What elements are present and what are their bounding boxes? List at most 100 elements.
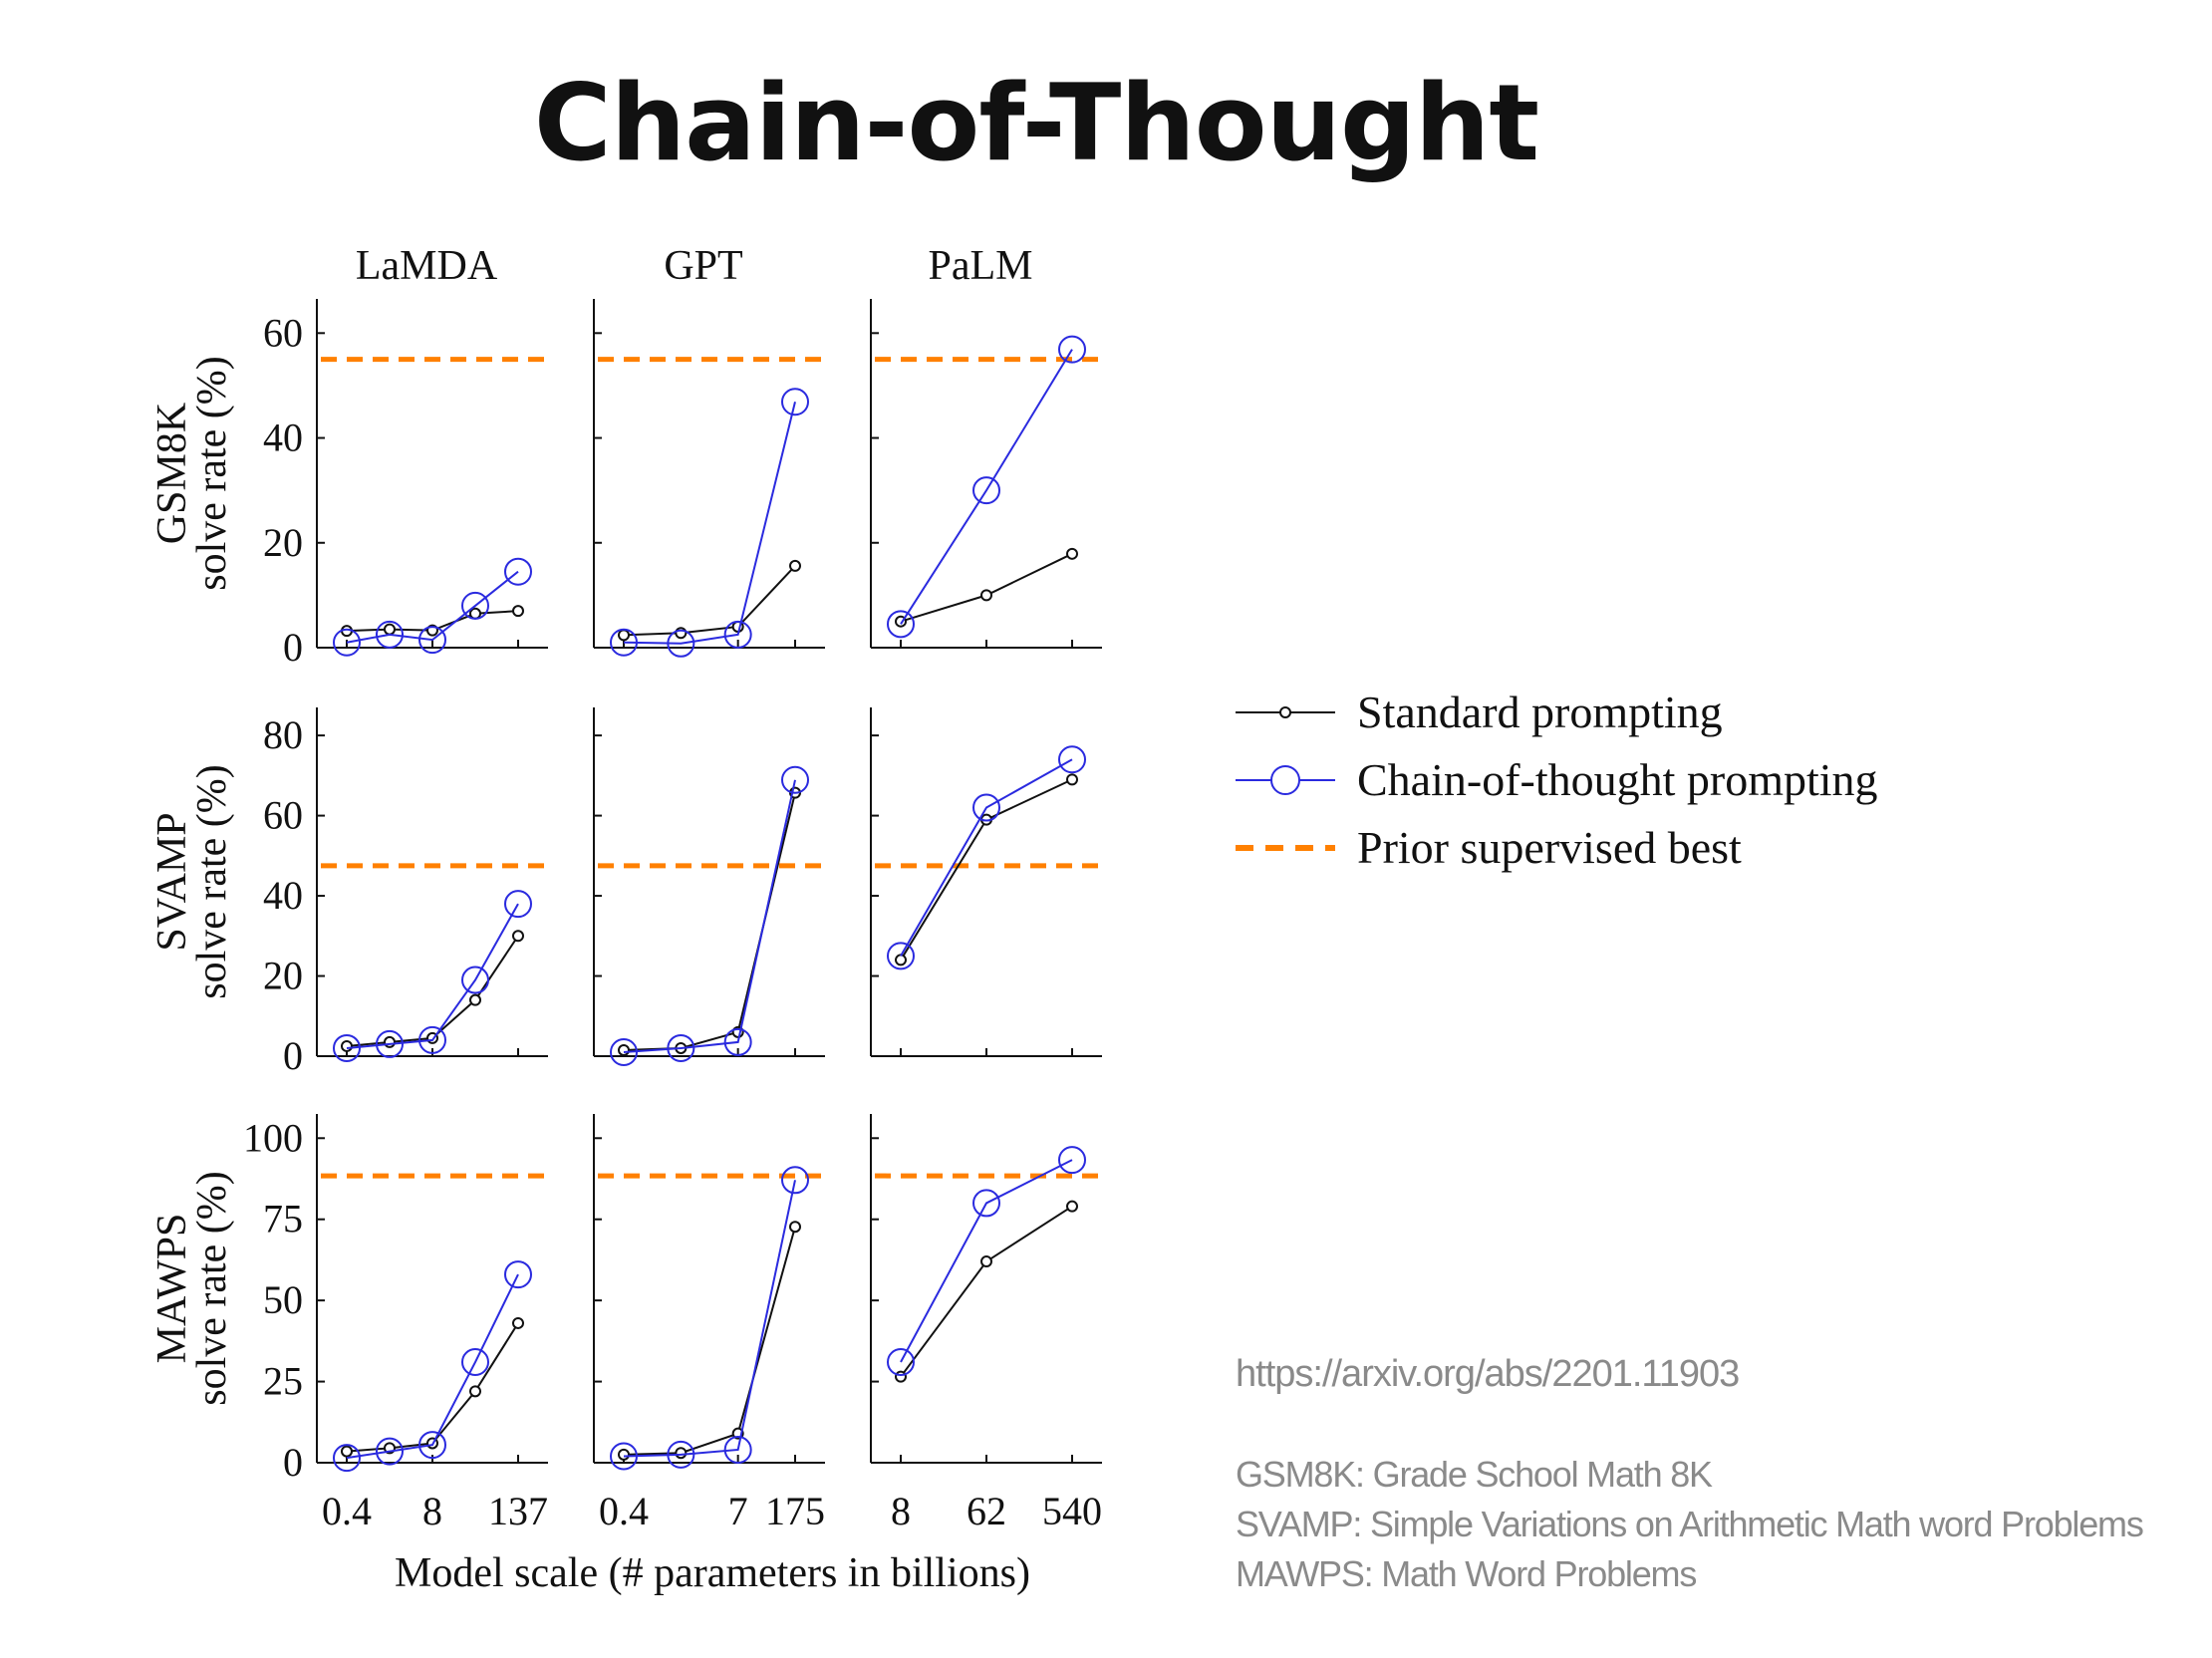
standard-point-mawps-lamda-3 [469,1385,481,1398]
xtick-label-gpt-175: 175 [765,1489,825,1533]
standard-point-mawps-lamda-0 [341,1445,353,1458]
ytick-label-mawps-0: 0 [283,1440,303,1485]
xtick-label-palm-62: 62 [967,1489,1006,1533]
ytick-label-mawps-25: 25 [263,1359,303,1404]
cot-point-svamp-lamda-2 [418,1025,446,1054]
standard-point-gsm8k-palm-1 [980,589,992,602]
standard-point-gsm8k-palm-2 [1066,547,1078,560]
standard-line-svamp-gpt [623,792,796,1051]
standard-point-gsm8k-lamda-4 [512,605,524,618]
standard-point-mawps-lamda-4 [512,1316,524,1329]
standard-point-mawps-palm-0 [895,1370,907,1383]
x-axis-label: Model scale (# parameters in billions) [395,1550,1030,1596]
standard-point-svamp-palm-2 [1066,773,1078,786]
standard-point-svamp-gpt-0 [618,1043,630,1056]
cot-line-mawps-gpt [623,1180,796,1458]
legend-cot-marker [1270,765,1300,795]
standard-point-svamp-lamda-4 [512,930,524,943]
xtick-label-lamda-0.4: 0.4 [322,1489,372,1533]
legend-standard-marker [1279,706,1291,718]
xtick-label-palm-540: 540 [1042,1489,1102,1533]
cot-point-svamp-palm-0 [887,942,915,970]
cot-line-svamp-gpt [623,779,796,1053]
cot-point-mawps-lamda-4 [504,1260,532,1289]
ytick-label-gsm8k-0: 0 [283,625,303,670]
cot-point-mawps-gpt-2 [723,1435,752,1464]
ytick-label-svamp-80: 80 [263,712,303,757]
standard-point-gsm8k-gpt-0 [618,629,630,642]
standard-point-mawps-gpt-0 [618,1448,630,1461]
standard-point-gsm8k-gpt-3 [789,559,801,572]
cot-line-gsm8k-gpt [623,401,796,645]
standard-line-gsm8k-palm [900,552,1073,623]
column-header-palm: PaLM [929,243,1033,289]
cot-point-mawps-lamda-1 [376,1437,404,1466]
standard-point-svamp-lamda-3 [469,993,481,1006]
cot-point-gsm8k-gpt-2 [723,620,752,649]
cot-point-gsm8k-lamda-1 [376,620,404,649]
ylabel-mawps: solve rate (%) [189,1171,235,1406]
standard-point-mawps-palm-1 [980,1255,992,1268]
ytick-label-svamp-60: 60 [263,793,303,838]
standard-point-gsm8k-lamda-1 [384,623,396,636]
cot-point-mawps-lamda-3 [461,1348,489,1377]
cot-line-gsm8k-lamda [346,570,519,644]
column-header-lamda: LaMDA [356,243,498,289]
note-svamp: SVAMP: Simple Variations on Arithmetic M… [1236,1504,2144,1544]
slide-title: Chain-of-Thought [533,62,1539,184]
ytick-label-gsm8k-60: 60 [263,310,303,355]
cot-point-svamp-lamda-1 [376,1029,404,1058]
cot-point-gsm8k-lamda-0 [333,628,361,657]
cot-point-svamp-gpt-0 [610,1037,638,1066]
xtick-label-lamda-137: 137 [488,1489,548,1533]
ytick-label-svamp-40: 40 [263,873,303,918]
cot-line-gsm8k-palm [900,349,1073,625]
xtick-label-palm-8: 8 [891,1489,911,1533]
cot-point-gsm8k-palm-1 [972,476,1000,505]
standard-point-gsm8k-lamda-3 [469,607,481,620]
cot-line-mawps-lamda [346,1273,519,1460]
cot-point-mawps-lamda-0 [333,1444,361,1473]
cot-point-mawps-palm-2 [1058,1146,1086,1175]
standard-line-mawps-palm [900,1205,1073,1378]
row-label-mawps: MAWPS [149,1214,195,1364]
legend-label-prior: Prior supervised best [1357,822,1742,873]
standard-line-mawps-gpt [623,1226,796,1456]
cot-point-gsm8k-lamda-2 [418,626,446,655]
cot-point-mawps-palm-0 [887,1348,915,1377]
ytick-label-mawps-50: 50 [263,1277,303,1322]
cot-point-gsm8k-lamda-4 [504,557,532,586]
cot-point-mawps-gpt-0 [610,1442,638,1471]
cot-point-svamp-palm-2 [1058,745,1086,774]
legend-label-cot: Chain-of-thought prompting [1357,754,1878,805]
standard-point-svamp-lamda-1 [384,1035,396,1048]
standard-line-gsm8k-gpt [623,565,796,637]
ytick-label-gsm8k-20: 20 [263,520,303,565]
row-label-gsm8k: GSM8K [149,403,195,544]
cot-point-mawps-palm-1 [972,1189,1000,1218]
standard-point-svamp-palm-0 [895,954,907,967]
cot-point-gsm8k-palm-0 [887,610,915,639]
standard-line-svamp-lamda [346,935,519,1047]
cot-point-gsm8k-palm-2 [1058,335,1086,364]
cot-point-svamp-gpt-3 [781,765,809,794]
note-gsm8k: GSM8K: Grade School Math 8K [1236,1454,1713,1495]
cot-point-svamp-palm-1 [972,793,1000,822]
row-label-svamp: SVAMP [149,812,195,951]
cot-point-mawps-lamda-2 [418,1431,446,1460]
dataset-notes: GSM8K: Grade School Math 8K SVAMP: Simpl… [1236,1450,2144,1599]
ytick-label-mawps-75: 75 [263,1197,303,1242]
cot-point-svamp-lamda-0 [333,1033,361,1062]
column-header-gpt: GPT [664,243,742,289]
note-mawps: MAWPS: Math Word Problems [1236,1553,1697,1594]
cot-point-svamp-lamda-3 [461,966,489,994]
standard-point-mawps-gpt-1 [675,1447,688,1460]
ytick-label-svamp-20: 20 [263,954,303,998]
legend-label-standard: Standard prompting [1357,687,1723,737]
cot-point-gsm8k-gpt-1 [667,629,695,658]
arxiv-link[interactable]: https://arxiv.org/abs/2201.11903 [1236,1353,1740,1395]
standard-point-svamp-lamda-0 [341,1039,353,1052]
cot-point-gsm8k-gpt-0 [610,628,638,657]
cot-point-svamp-gpt-2 [723,1027,752,1056]
